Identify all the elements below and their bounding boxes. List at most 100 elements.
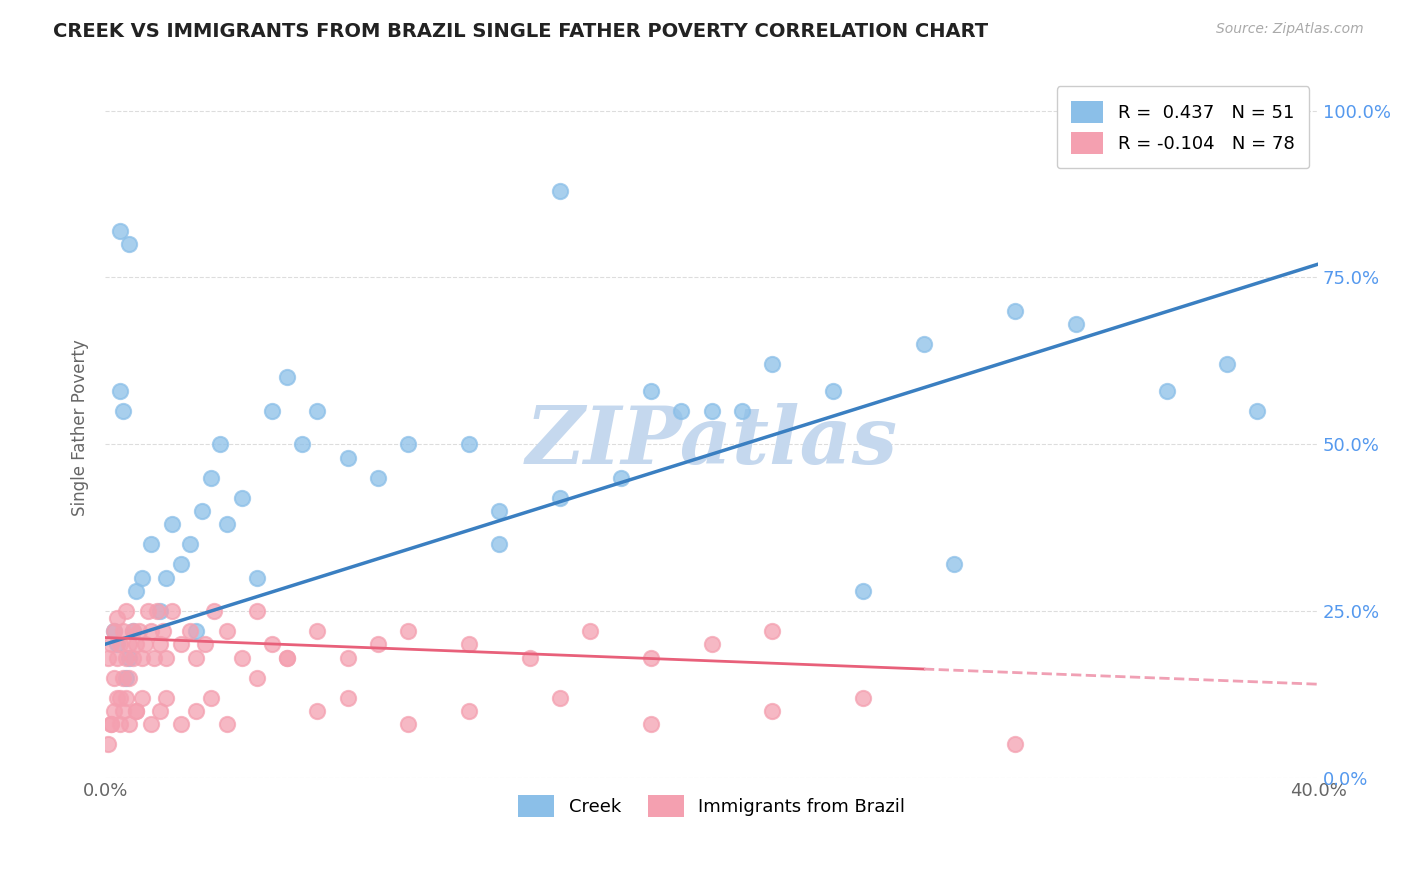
Point bbox=[155, 570, 177, 584]
Point bbox=[336, 690, 359, 705]
Point bbox=[1216, 357, 1239, 371]
Point bbox=[121, 624, 143, 638]
Point bbox=[115, 650, 138, 665]
Point bbox=[307, 624, 329, 638]
Point bbox=[179, 624, 201, 638]
Point bbox=[139, 537, 162, 551]
Point bbox=[1064, 317, 1087, 331]
Point bbox=[124, 704, 146, 718]
Point bbox=[124, 583, 146, 598]
Point bbox=[458, 637, 481, 651]
Point bbox=[118, 671, 141, 685]
Point bbox=[103, 704, 125, 718]
Legend: Creek, Immigrants from Brazil: Creek, Immigrants from Brazil bbox=[510, 788, 912, 824]
Point bbox=[124, 637, 146, 651]
Point bbox=[640, 384, 662, 398]
Point bbox=[488, 537, 510, 551]
Point bbox=[548, 184, 571, 198]
Point bbox=[100, 717, 122, 731]
Point bbox=[112, 404, 135, 418]
Point bbox=[155, 650, 177, 665]
Point bbox=[131, 570, 153, 584]
Point bbox=[488, 504, 510, 518]
Point bbox=[103, 624, 125, 638]
Point bbox=[128, 624, 150, 638]
Point bbox=[131, 650, 153, 665]
Point bbox=[112, 624, 135, 638]
Point bbox=[118, 237, 141, 252]
Text: Source: ZipAtlas.com: Source: ZipAtlas.com bbox=[1216, 22, 1364, 37]
Point bbox=[179, 537, 201, 551]
Point bbox=[231, 650, 253, 665]
Point bbox=[276, 650, 298, 665]
Point bbox=[1004, 737, 1026, 751]
Point bbox=[139, 624, 162, 638]
Point bbox=[110, 637, 132, 651]
Y-axis label: Single Father Poverty: Single Father Poverty bbox=[72, 339, 89, 516]
Text: CREEK VS IMMIGRANTS FROM BRAZIL SINGLE FATHER POVERTY CORRELATION CHART: CREEK VS IMMIGRANTS FROM BRAZIL SINGLE F… bbox=[53, 22, 988, 41]
Point bbox=[671, 404, 693, 418]
Point bbox=[194, 637, 217, 651]
Point bbox=[121, 624, 143, 638]
Point bbox=[105, 637, 128, 651]
Point bbox=[105, 650, 128, 665]
Point bbox=[548, 491, 571, 505]
Point bbox=[307, 404, 329, 418]
Text: ZIPatlas: ZIPatlas bbox=[526, 403, 898, 480]
Point bbox=[1156, 384, 1178, 398]
Point bbox=[548, 690, 571, 705]
Point bbox=[761, 357, 783, 371]
Point bbox=[136, 604, 159, 618]
Point bbox=[202, 604, 225, 618]
Point bbox=[110, 384, 132, 398]
Point bbox=[145, 604, 167, 618]
Point bbox=[291, 437, 314, 451]
Point bbox=[1004, 303, 1026, 318]
Point bbox=[115, 671, 138, 685]
Point bbox=[118, 717, 141, 731]
Point bbox=[115, 690, 138, 705]
Point bbox=[246, 671, 269, 685]
Point bbox=[97, 650, 120, 665]
Point bbox=[640, 717, 662, 731]
Point bbox=[215, 517, 238, 532]
Point bbox=[260, 637, 283, 651]
Point bbox=[640, 650, 662, 665]
Point bbox=[134, 637, 156, 651]
Point bbox=[103, 624, 125, 638]
Point bbox=[149, 637, 172, 651]
Point bbox=[246, 570, 269, 584]
Point bbox=[100, 717, 122, 731]
Point bbox=[209, 437, 232, 451]
Point bbox=[131, 690, 153, 705]
Point bbox=[336, 450, 359, 465]
Point bbox=[276, 370, 298, 384]
Point bbox=[458, 437, 481, 451]
Point bbox=[170, 558, 193, 572]
Point bbox=[307, 704, 329, 718]
Point bbox=[121, 650, 143, 665]
Point bbox=[155, 690, 177, 705]
Point bbox=[170, 717, 193, 731]
Point bbox=[186, 704, 208, 718]
Point bbox=[100, 637, 122, 651]
Point bbox=[398, 624, 420, 638]
Point bbox=[700, 404, 723, 418]
Point bbox=[115, 604, 138, 618]
Point bbox=[112, 671, 135, 685]
Point bbox=[260, 404, 283, 418]
Point bbox=[149, 704, 172, 718]
Point bbox=[731, 404, 754, 418]
Point bbox=[103, 671, 125, 685]
Point bbox=[367, 470, 389, 484]
Point bbox=[105, 610, 128, 624]
Point bbox=[186, 624, 208, 638]
Point bbox=[912, 337, 935, 351]
Point bbox=[105, 690, 128, 705]
Point bbox=[118, 637, 141, 651]
Point bbox=[821, 384, 844, 398]
Point bbox=[160, 604, 183, 618]
Point bbox=[943, 558, 966, 572]
Point bbox=[186, 650, 208, 665]
Point bbox=[276, 650, 298, 665]
